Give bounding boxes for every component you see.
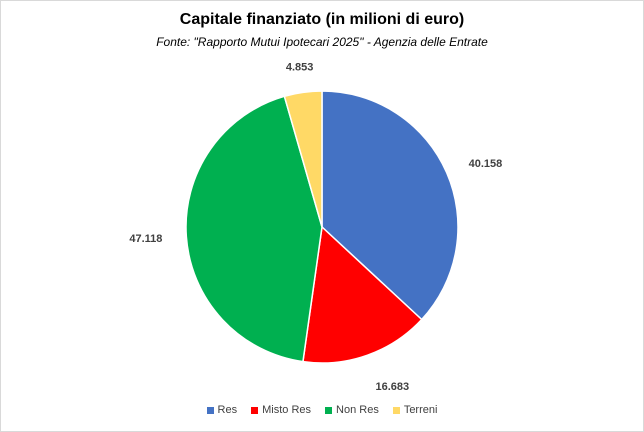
pie-slice-res — [321, 90, 459, 321]
legend: Res Misto Res Non Res Terreni — [1, 404, 643, 416]
legend-item-misto-res: Misto Res — [251, 404, 311, 416]
legend-swatch — [392, 406, 400, 414]
legend-label: Non Res — [336, 404, 379, 416]
pie-slice-terreni — [283, 90, 323, 228]
pie-slice-non-res — [185, 95, 323, 363]
chart-subtitle: Fonte: "Rapporto Mutui Ipotecari 2025" -… — [156, 35, 488, 49]
legend-item-non-res: Non Res — [325, 404, 379, 416]
legend-label: Terreni — [403, 404, 438, 416]
data-label-res: 40.158 — [469, 158, 503, 170]
legend-label: Misto Res — [262, 404, 312, 416]
legend-swatch — [206, 406, 214, 414]
legend-item-res: Res — [206, 404, 238, 416]
legend-swatch — [325, 406, 333, 414]
legend-swatch — [251, 406, 259, 414]
pie-slice-misto-res — [302, 225, 423, 364]
legend-label: Res — [217, 404, 238, 416]
data-label-misto-res: 16.683 — [376, 381, 410, 393]
data-label-terreni: 4.853 — [286, 62, 314, 74]
legend-item-terreni: Terreni — [392, 404, 438, 416]
data-label-non-res: 47.118 — [129, 233, 162, 245]
chart-title: Capitale finanziato (in milioni di euro) — [179, 11, 465, 28]
